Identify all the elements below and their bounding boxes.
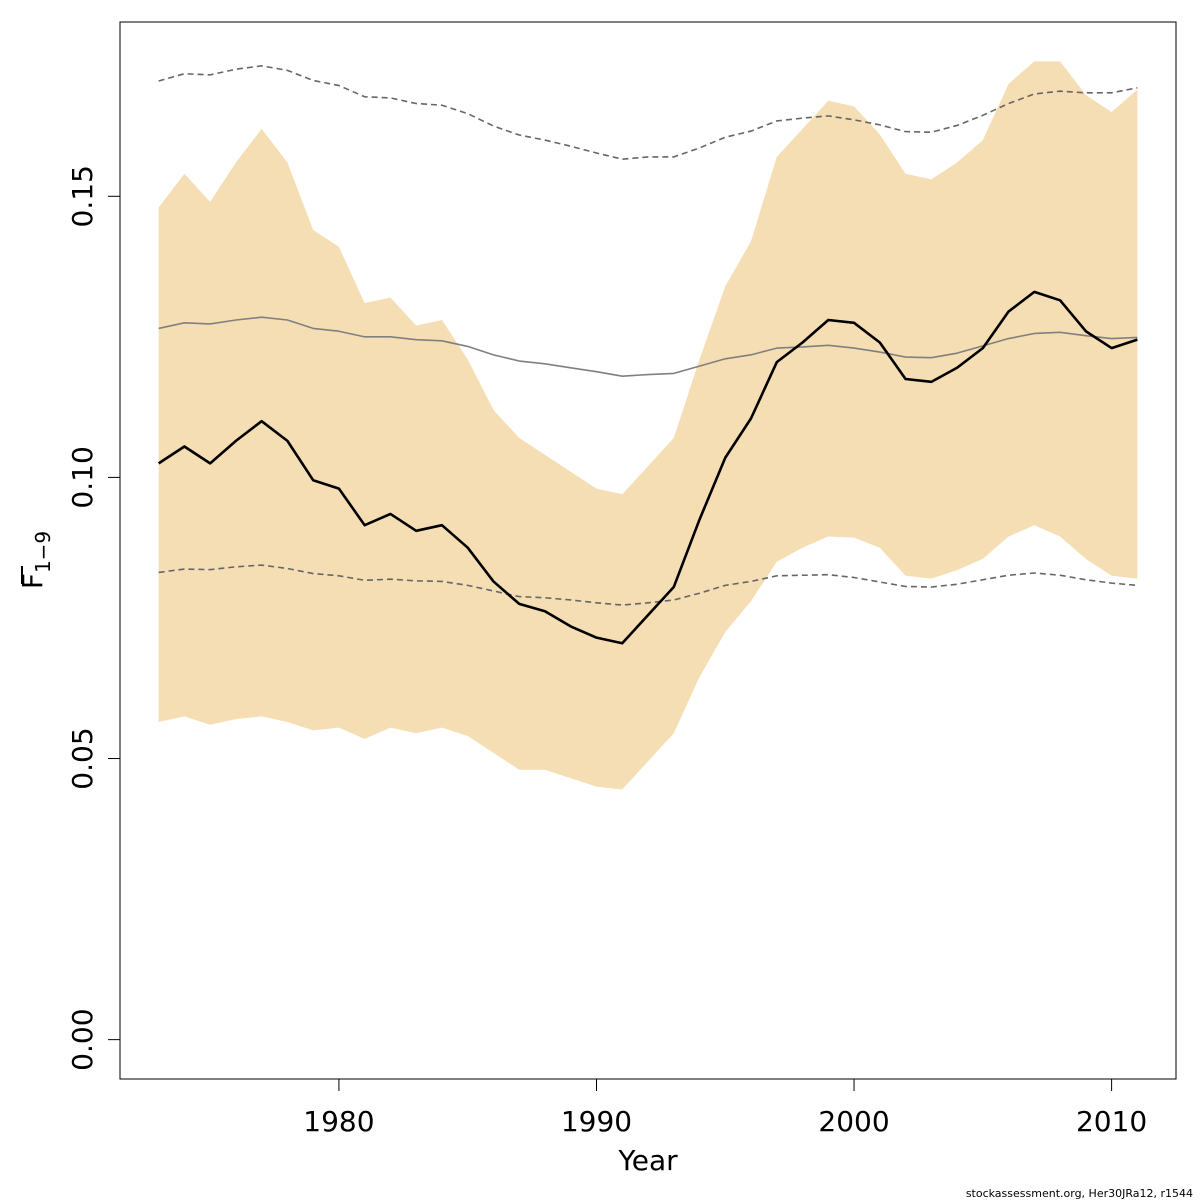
estimate-line [157, 290, 1138, 645]
y-axis-label-subscript: 1−9 [31, 531, 55, 573]
x-tick-label: 2010 [1076, 1105, 1147, 1138]
x-tick-label: 2000 [818, 1105, 889, 1138]
x-axis: 1980 1990 2000 2010 [303, 1079, 1147, 1138]
plot-frame [119, 21, 1177, 1080]
y-axis-label: F1−9 [16, 531, 55, 589]
footer-credit: stockassessment.org, Her30JRa12, r1544 [966, 1187, 1193, 1200]
y-tick-label: 0.05 [66, 727, 99, 789]
confidence-band-layer [158, 61, 1138, 790]
x-tick-label: 1990 [561, 1105, 632, 1138]
y-tick-label: 0.15 [66, 165, 99, 227]
confidence-band [158, 61, 1138, 790]
series-lines-layer [157, 65, 1138, 645]
svg-text:F1−9: F1−9 [16, 531, 55, 589]
y-tick-label: 0.10 [66, 446, 99, 508]
y-axis-label-main: F [16, 573, 49, 589]
x-axis-label: Year [617, 1144, 678, 1177]
y-axis: 0.00 0.05 0.10 0.15 [66, 165, 120, 1071]
reference-upper-line [158, 65, 1138, 160]
reference-mean-line [158, 316, 1138, 378]
reference-lower-line [158, 564, 1138, 606]
x-tick-label: 1980 [303, 1105, 374, 1138]
y-tick-label: 0.00 [66, 1008, 99, 1070]
